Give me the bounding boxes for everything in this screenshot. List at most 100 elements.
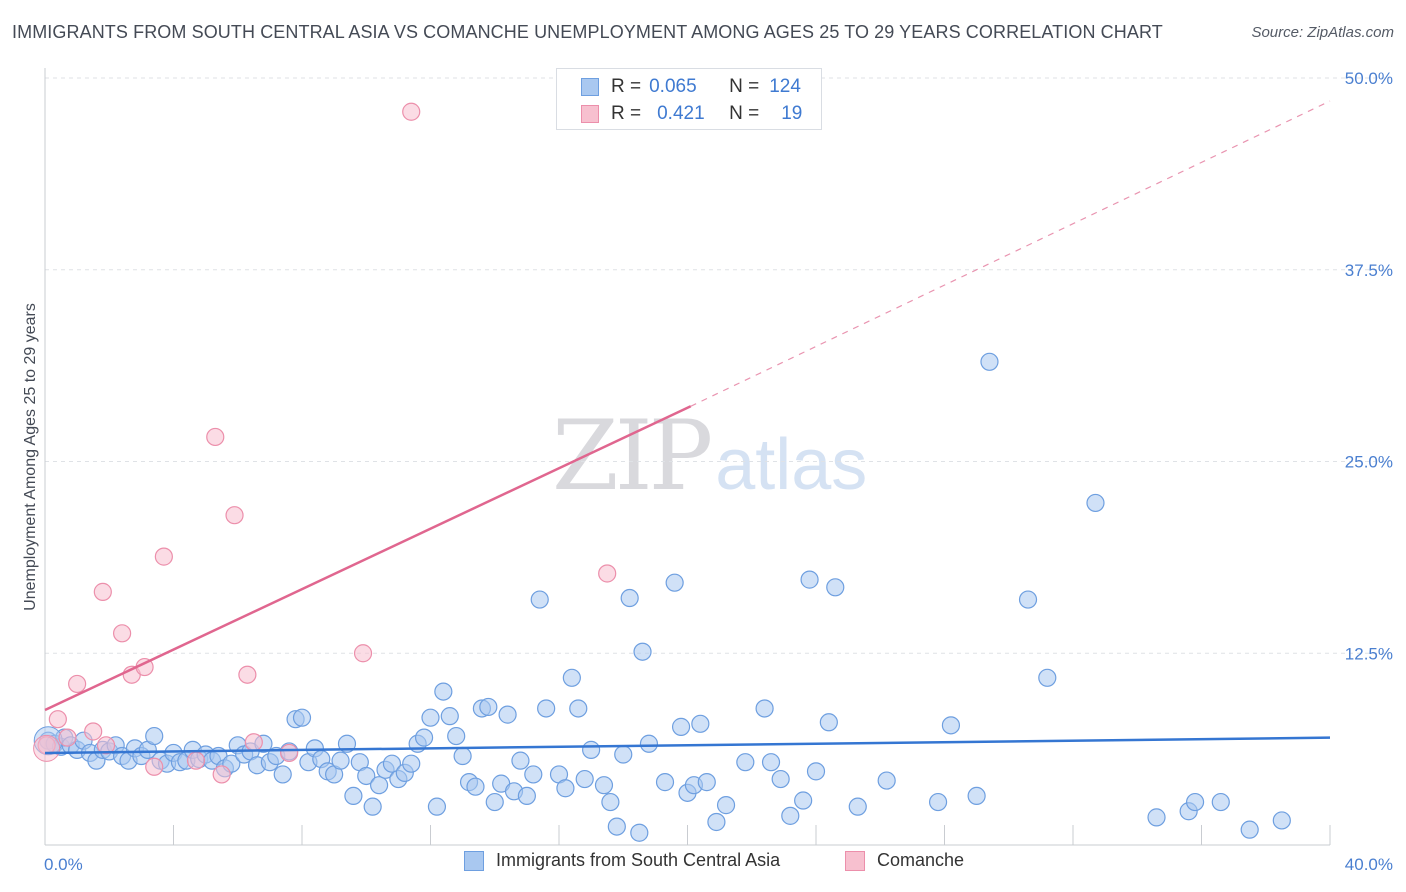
data-point-asia <box>479 697 498 717</box>
data-point-asia <box>980 352 999 371</box>
data-point-asia <box>530 590 549 609</box>
data-point-comanche <box>58 728 77 747</box>
data-point-asia <box>601 792 620 812</box>
data-point-asia <box>1272 811 1291 830</box>
data-point-asia <box>1086 493 1105 513</box>
data-point-comanche <box>402 102 421 121</box>
data-point-asia <box>1038 668 1057 687</box>
data-point-comanche <box>238 665 257 684</box>
data-point-asia <box>761 753 781 772</box>
grid-lines <box>45 77 1390 654</box>
data-point-comanche <box>353 644 373 663</box>
data-point-asia <box>594 776 614 795</box>
data-point-comanche <box>186 751 206 770</box>
data-point-asia <box>1147 808 1166 827</box>
data-point-asia <box>655 773 675 792</box>
data-point-asia <box>639 734 659 753</box>
data-point-asia <box>665 573 684 592</box>
data-point-asia <box>671 717 691 736</box>
data-point-asia <box>524 765 543 784</box>
series-swatch-comanche <box>845 850 865 871</box>
data-point-comanche <box>145 757 164 776</box>
data-point-comanche <box>212 765 231 784</box>
data-point-asia <box>771 769 790 789</box>
trend-line-asia <box>44 736 1331 755</box>
data-point-asia <box>697 773 716 792</box>
data-point-asia <box>691 714 710 733</box>
y-tick-label: 12.5% <box>1345 644 1393 663</box>
data-point-asia <box>569 699 588 718</box>
data-point-asia <box>402 754 421 773</box>
data-point-comanche <box>84 722 103 741</box>
data-point-comanche <box>598 564 617 583</box>
data-point-asia <box>819 713 838 732</box>
data-point-asia <box>453 746 472 766</box>
correlation-legend: R = 0.065 N = 124 R = 0.421 N = 19 <box>556 68 822 130</box>
axes <box>44 68 1331 846</box>
trend-line-comanche-extension <box>690 100 1331 407</box>
data-point-asia <box>331 751 350 770</box>
data-point-asia <box>826 578 845 597</box>
legend-n-label: N = <box>729 103 760 124</box>
legend-n-value: 124 <box>769 76 801 97</box>
data-point-asia <box>414 728 434 747</box>
series-legend: Immigrants from South Central Asia Coman… <box>0 850 1406 878</box>
data-point-asia <box>517 786 536 806</box>
data-point-asia <box>363 797 382 816</box>
data-point-comanche <box>93 582 112 601</box>
data-point-comanche <box>244 733 263 752</box>
legend-swatch-pink <box>581 105 599 123</box>
data-point-asia <box>382 754 402 773</box>
legend-r-label: R = <box>611 76 642 97</box>
data-point-comanche <box>225 506 244 525</box>
data-point-comanche <box>112 624 132 643</box>
data-point-asia <box>292 708 312 727</box>
legend-r-label: R = <box>611 103 642 124</box>
legend-r-value: 0.421 <box>657 103 705 124</box>
data-point-asia <box>370 776 389 795</box>
data-point-asia <box>716 796 736 815</box>
data-point-asia <box>498 705 517 724</box>
y-tick-label: 25.0% <box>1345 453 1393 472</box>
data-point-asia <box>967 786 986 806</box>
data-point-asia <box>337 734 357 753</box>
data-point-asia <box>421 708 440 727</box>
data-point-asia <box>575 769 594 789</box>
data-point-asia <box>736 753 755 772</box>
data-point-asia <box>781 806 800 825</box>
series-comanche <box>33 102 617 784</box>
data-point-asia <box>447 726 466 746</box>
data-point-comanche <box>68 674 87 694</box>
data-point-asia <box>1185 792 1205 812</box>
trend-line-comanche <box>44 405 692 712</box>
legend-row-pink: R = 0.421 N = 19 <box>581 101 802 127</box>
legend-r-value: 0.065 <box>649 76 697 97</box>
series-swatch-asia <box>464 850 484 871</box>
data-point-asia <box>806 762 826 781</box>
data-point-asia <box>357 766 376 786</box>
data-point-asia <box>1018 590 1038 609</box>
data-point-asia <box>427 797 447 816</box>
legend-n-value: 19 <box>781 103 803 124</box>
data-point-asia <box>562 668 581 687</box>
x-tick-label-max: 40.0% <box>1345 855 1393 874</box>
data-point-asia <box>848 797 867 816</box>
data-point-asia <box>145 726 164 746</box>
data-point-comanche <box>280 743 299 763</box>
source-label: Source: ZipAtlas.com <box>1251 24 1394 41</box>
chart-title: IMMIGRANTS FROM SOUTH CENTRAL ASIA VS CO… <box>12 22 1163 42</box>
series-legend-label-comanche: Comanche <box>877 850 965 870</box>
data-point-asia <box>556 779 575 798</box>
data-point-asia <box>928 792 948 812</box>
data-point-asia <box>537 699 556 718</box>
data-point-comanche <box>48 710 67 729</box>
y-axis-title: Unemployment Among Ages 25 to 29 years <box>22 303 39 611</box>
series-legend-item-asia[interactable]: Immigrants from South Central Asia <box>464 850 780 871</box>
legend-row-blue: R = 0.065 N = 124 <box>581 74 801 100</box>
y-tick-label: 50.0% <box>1345 69 1393 88</box>
data-point-asia <box>630 823 649 842</box>
data-point-asia <box>273 765 292 784</box>
series-legend-item-comanche[interactable]: Comanche <box>845 850 964 871</box>
data-point-comanche <box>206 427 225 447</box>
